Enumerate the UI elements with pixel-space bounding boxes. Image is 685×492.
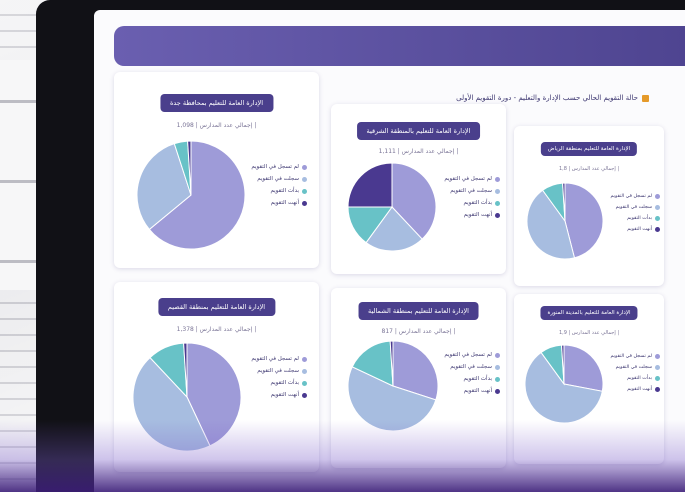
legend-item: لم تسجل في التقويم: [444, 352, 500, 358]
screen: حالة التقويم الحالي حسب الإدارة والتعليم…: [94, 10, 685, 492]
legend-item: لم تسجل في التقويم: [444, 176, 500, 182]
pie-slice-2: [526, 189, 576, 260]
legend-item: أنهت التقويم: [251, 200, 307, 206]
pie-slice-3: [351, 340, 394, 387]
legend-item: أنهت التقويم: [610, 387, 660, 392]
legend-dot-c4: [302, 392, 307, 398]
legend-dot-c4: [495, 388, 500, 394]
legend-dot-c2: [655, 205, 660, 210]
page-title: حالة التقويم الحالي حسب الإدارة والتعليم…: [94, 94, 649, 102]
pie-slice-1: [563, 344, 604, 392]
pie-slice-4: [187, 140, 192, 196]
legend-item: بدأت التقويم: [444, 376, 500, 382]
card-total: إجمالي عدد المدارس | 1,8 |: [558, 166, 620, 172]
legend-dot-c2: [495, 188, 500, 194]
legend-item: أنهت التقويم: [444, 388, 500, 394]
card-total: إجمالي عدد المدارس | 817 |: [381, 328, 456, 335]
pie-slice-4: [561, 344, 565, 385]
pie-chart: [136, 140, 246, 250]
legend-item: سجلت في التقويم: [444, 364, 500, 370]
legend-item: بدأت التقويم: [610, 376, 660, 381]
legend-dot-c2: [495, 364, 500, 370]
legend-item: بدأت التقويم: [251, 380, 307, 386]
legend-dot-c1: [495, 176, 500, 182]
chart-card-riyadh: الإدارة العامة للتعليم بمنطقة الرياض إجم…: [514, 126, 664, 286]
legend-dot-c3: [655, 376, 660, 381]
legend-dot-c4: [655, 227, 660, 232]
legend-item: سجلت في التقويم: [610, 365, 660, 370]
legend-item: لم تسجل في التقويم: [610, 354, 660, 359]
pie-chart: [524, 344, 604, 424]
card-title: الإدارة العامة للتعليم بمنطقة الرياض: [540, 142, 638, 156]
card-total: إجمالي عدد المدارس | 1,098 |: [176, 122, 257, 129]
pie-slice-4: [347, 162, 393, 208]
legend-item: أنهت التقويم: [251, 392, 307, 398]
pie-slice-1: [148, 140, 246, 250]
pie-slice-2: [136, 143, 192, 231]
legend-dot-c2: [302, 176, 307, 182]
legend-dot-c2: [302, 368, 307, 374]
chart-card-jeddah: الإدارة العامة للتعليم بمحافظة جدة إجمال…: [114, 72, 319, 268]
legend-item: سجلت في التقويم: [251, 176, 307, 182]
legend: لم تسجل في التقويم سجلت في التقويم بدأت …: [251, 356, 307, 404]
legend-item: لم تسجل في التقويم: [610, 194, 660, 199]
legend-dot-c1: [302, 356, 307, 362]
card-total: إجمالي عدد المدارس | 1,378 |: [176, 326, 257, 333]
legend: لم تسجل في التقويم سجلت في التقويم بدأت …: [444, 352, 500, 400]
legend-dot-c4: [302, 200, 307, 206]
legend-dot-c3: [495, 376, 500, 382]
card-title: الإدارة العامة للتعليم بمنطقة القصيم: [157, 298, 276, 316]
legend-item: لم تسجل في التقويم: [251, 356, 307, 362]
legend-item: لم تسجل في التقويم: [251, 164, 307, 170]
legend-item: أنهت التقويم: [444, 212, 500, 218]
legend-item: سجلت في التقويم: [610, 205, 660, 210]
legend-dot-c4: [655, 387, 660, 392]
pie-slice-1: [391, 162, 437, 240]
legend: لم تسجل في التقويم سجلت في التقويم بدأت …: [610, 354, 660, 398]
legend-dot-c1: [655, 354, 660, 359]
top-bar: [114, 26, 685, 66]
legend-dot-c1: [495, 352, 500, 358]
pie-slice-1: [392, 340, 439, 401]
legend-dot-c4: [495, 212, 500, 218]
legend-dot-c1: [655, 194, 660, 199]
legend-dot-c1: [302, 164, 307, 170]
card-title: الإدارة العامة للتعليم بالمدينة المنورة: [540, 306, 638, 320]
legend-dot-c3: [495, 200, 500, 206]
legend-item: بدأت التقويم: [251, 188, 307, 194]
card-title: الإدارة العامة للتعليم بمحافظة جدة: [159, 94, 274, 112]
card-title: الإدارة العامة للتعليم بمنطقة الشمالية: [358, 302, 479, 320]
dashboard-icon: [642, 94, 649, 102]
pie-slice-4: [562, 182, 566, 222]
legend-dot-c2: [655, 365, 660, 370]
chart-card-eastern: الإدارة العامة للتعليم بالمنطقة الشرقية …: [331, 104, 506, 274]
pie-slice-2: [524, 351, 603, 424]
pie-slice-4: [183, 342, 188, 398]
monitor: حالة التقويم الحالي حسب الإدارة والتعليم…: [36, 0, 685, 492]
card-title: الإدارة العامة للتعليم بالمنطقة الشرقية: [356, 122, 481, 140]
card-total: إجمالي عدد المدارس | 1,111 |: [378, 148, 459, 155]
legend-dot-c3: [302, 188, 307, 194]
pie-slice-2: [365, 206, 423, 252]
legend-dot-c3: [302, 380, 307, 386]
legend-item: سجلت في التقويم: [444, 188, 500, 194]
bottom-glow: [0, 420, 685, 492]
legend: لم تسجل في التقويم سجلت في التقويم بدأت …: [610, 194, 660, 238]
pie-chart: [347, 340, 439, 432]
pie-chart: [347, 162, 437, 252]
pie-slice-1: [564, 182, 604, 259]
legend: لم تسجل في التقويم سجلت في التقويم بدأت …: [251, 164, 307, 212]
legend-item: بدأت التقويم: [610, 216, 660, 221]
pie-chart: [526, 182, 604, 260]
legend-item: سجلت في التقويم: [251, 368, 307, 374]
legend-item: بدأت التقويم: [444, 200, 500, 206]
card-total: إجمالي عدد المدارس | 1,9 |: [558, 330, 620, 336]
legend-dot-c3: [655, 216, 660, 221]
legend-item: أنهت التقويم: [610, 227, 660, 232]
pie-slice-4: [389, 340, 394, 387]
legend: لم تسجل في التقويم سجلت في التقويم بدأت …: [444, 176, 500, 224]
